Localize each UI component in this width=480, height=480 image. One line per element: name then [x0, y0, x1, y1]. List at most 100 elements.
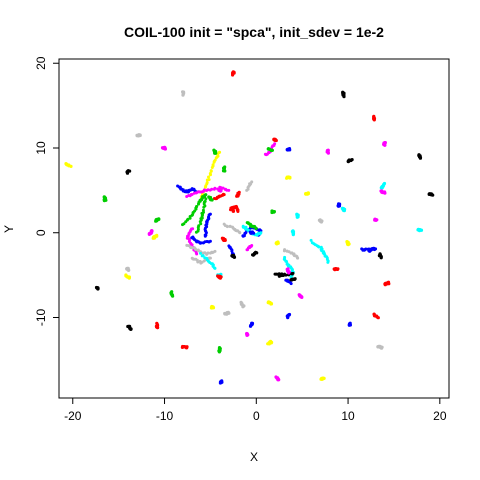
- data-point: [163, 147, 167, 151]
- cluster-blue: [285, 147, 292, 152]
- trail-point: [230, 249, 234, 253]
- data-point: [210, 198, 214, 202]
- cluster-red: [231, 70, 236, 77]
- point-layer: [64, 70, 435, 385]
- trail-point: [213, 249, 217, 253]
- data-point: [379, 346, 384, 350]
- data-point: [326, 151, 330, 155]
- cluster-magenta: [373, 217, 379, 222]
- x-axis: -20 -10 0 10 20: [64, 398, 447, 423]
- cluster-yellow: [209, 304, 216, 310]
- trail-point: [309, 238, 313, 242]
- data-point: [367, 249, 371, 253]
- trail-cyan: [241, 224, 263, 237]
- data-point: [269, 302, 274, 306]
- trail-point: [291, 271, 295, 275]
- data-point: [266, 342, 270, 346]
- cluster-yellow: [274, 240, 280, 246]
- trail-point: [190, 193, 194, 196]
- cluster-blue: [248, 321, 255, 328]
- cluster-green: [266, 147, 274, 153]
- data-point: [251, 253, 255, 257]
- data-point: [346, 159, 350, 163]
- trail-point: [213, 266, 217, 270]
- data-point: [289, 278, 293, 282]
- trail-point: [218, 150, 222, 154]
- cluster-magenta: [217, 188, 223, 193]
- trail-red: [212, 192, 226, 201]
- data-point: [126, 268, 130, 272]
- cluster-magenta: [245, 331, 250, 337]
- trail-layer: [176, 142, 378, 286]
- trail-point: [284, 273, 288, 277]
- data-point: [270, 148, 274, 152]
- trail-point: [194, 248, 198, 252]
- trail-point: [213, 186, 217, 190]
- cluster-green: [217, 346, 222, 354]
- trail-gray: [222, 222, 242, 235]
- trail-point: [204, 193, 208, 197]
- data-point: [285, 148, 290, 152]
- trail-point: [208, 239, 212, 243]
- trail-magenta: [185, 185, 231, 198]
- cluster-green: [212, 148, 218, 155]
- cluster-blue: [347, 321, 352, 327]
- data-point: [379, 256, 383, 260]
- cluster-yellow: [304, 191, 310, 196]
- cluster-red: [230, 205, 236, 213]
- cluster-cyan: [416, 227, 424, 233]
- cluster-black: [417, 153, 423, 160]
- cluster-magenta: [285, 267, 291, 275]
- x-tick-label: -10: [156, 409, 174, 423]
- cluster-gray: [125, 266, 131, 272]
- cluster-red: [180, 344, 189, 350]
- data-point: [181, 93, 185, 97]
- cluster-green: [207, 195, 214, 202]
- trail-point: [199, 251, 202, 255]
- data-point: [337, 204, 341, 208]
- y-axis: -10 0 10 20: [34, 56, 59, 326]
- trail-point: [209, 169, 213, 173]
- trail-green: [245, 221, 258, 230]
- cluster-green: [169, 290, 175, 298]
- data-point: [383, 191, 387, 195]
- trail-point: [208, 256, 212, 260]
- cluster-red: [154, 321, 160, 330]
- trail-gray: [282, 248, 300, 260]
- data-point: [218, 276, 222, 280]
- cluster-gray: [135, 133, 142, 138]
- y-tick-label: -10: [34, 308, 48, 326]
- cluster-red: [383, 280, 391, 287]
- data-point: [291, 232, 295, 236]
- trail-point: [210, 187, 214, 191]
- trail-point: [197, 224, 201, 228]
- data-point: [218, 381, 222, 385]
- trail-point: [203, 199, 207, 203]
- trail-gray: [245, 180, 254, 192]
- cluster-yellow: [319, 376, 326, 381]
- data-point: [154, 218, 158, 222]
- cluster-black: [251, 250, 259, 257]
- data-point: [342, 209, 346, 213]
- data-point: [171, 294, 175, 298]
- data-point: [304, 192, 308, 196]
- data-point: [277, 274, 281, 278]
- data-point: [235, 194, 239, 198]
- trail-point: [208, 172, 212, 175]
- cluster-black: [126, 324, 133, 331]
- trail-point: [207, 175, 210, 179]
- trail-point: [296, 256, 300, 260]
- data-point: [151, 236, 155, 240]
- cluster-black: [377, 252, 383, 260]
- trail-point: [250, 243, 254, 247]
- data-point: [295, 215, 299, 219]
- trail-point: [290, 267, 294, 271]
- cluster-black: [277, 272, 282, 278]
- data-point: [125, 171, 130, 175]
- data-point: [96, 286, 100, 291]
- x-tick-label: -20: [64, 409, 82, 423]
- trail-magenta: [185, 227, 199, 256]
- cluster-yellow: [64, 162, 73, 168]
- trail-point: [254, 227, 258, 230]
- data-point: [348, 323, 352, 327]
